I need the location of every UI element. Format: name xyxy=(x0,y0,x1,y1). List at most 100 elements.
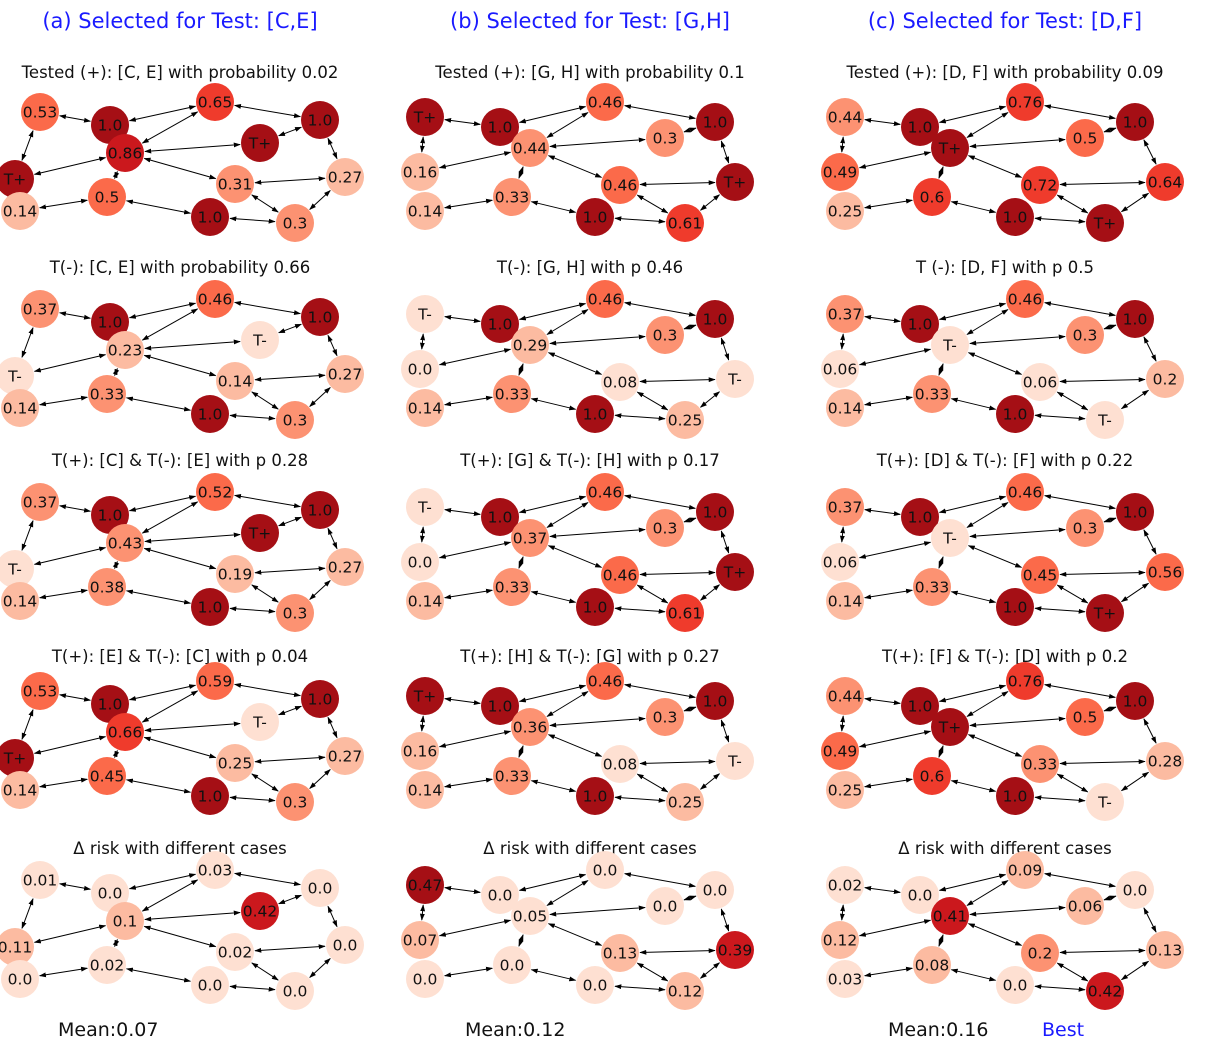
graph-node xyxy=(1066,698,1104,736)
node-label: 1.0 xyxy=(488,119,513,137)
graph-edge xyxy=(614,216,666,224)
node-label: 0.14 xyxy=(408,203,443,221)
graph-node xyxy=(88,946,126,984)
node-label: 1.0 xyxy=(703,114,728,132)
graph-edge xyxy=(966,691,1009,717)
graph-node xyxy=(666,204,704,242)
graph-node xyxy=(826,192,864,230)
graph-edge xyxy=(614,413,666,421)
graph-edge xyxy=(1056,391,1089,411)
graph-node xyxy=(901,687,939,725)
graph-edge xyxy=(967,155,1023,178)
graph-edge xyxy=(438,730,512,748)
node-label: 0.61 xyxy=(668,605,703,623)
graph-edge xyxy=(143,157,217,180)
graph-edge xyxy=(966,112,1009,138)
graph-node xyxy=(326,737,364,775)
graph-node xyxy=(21,290,59,328)
node-label: 0.27 xyxy=(328,366,363,384)
node-label: 0.76 xyxy=(1008,94,1043,112)
mean-label: Mean:0.07 xyxy=(58,1019,158,1041)
graph-edge xyxy=(1034,606,1086,614)
graph-node xyxy=(696,300,734,338)
node-label: 0.5 xyxy=(95,189,120,207)
graph-edge xyxy=(624,494,696,510)
node-label: 1.0 xyxy=(703,693,728,711)
graph-panel: T(+): [C] & T(-): [E] with p 0.28 0.37 1.0… xyxy=(0,451,364,632)
node-label: 0.25 xyxy=(218,755,253,773)
graph-edge xyxy=(530,968,577,982)
node-label: 0.3 xyxy=(653,327,678,345)
graph-edge xyxy=(546,112,589,138)
graph-edge xyxy=(144,721,241,733)
graph-edge xyxy=(546,502,589,528)
node-label: 0.43 xyxy=(108,535,143,553)
graph-edge xyxy=(141,308,199,341)
graph-node xyxy=(696,871,734,909)
graph-edge xyxy=(864,966,913,978)
node-label: 0.0 xyxy=(413,971,438,989)
graph-node xyxy=(511,326,549,364)
graph-node xyxy=(586,473,624,511)
graph-edge xyxy=(141,879,199,912)
graph-node xyxy=(913,757,951,795)
node-label: 0.0 xyxy=(488,887,513,905)
graph-edge xyxy=(234,683,301,697)
node-label: 0.06 xyxy=(823,361,858,379)
node-label: 0.5 xyxy=(1073,130,1098,148)
panel-title: Tested (+): [D, F] with probability 0.09 xyxy=(846,63,1164,82)
node-label: 0.46 xyxy=(198,291,233,309)
graph-edge xyxy=(327,137,338,160)
node-label: 1.0 xyxy=(308,112,333,130)
graph-edge xyxy=(229,795,276,803)
graph-node xyxy=(406,295,444,333)
panel-title: T(+): [G] & T(-): [H] with p 0.17 xyxy=(459,451,720,470)
graph-node xyxy=(481,687,519,725)
node-label: 1.0 xyxy=(98,314,123,332)
graph-node xyxy=(0,739,34,777)
node-label: 0.25 xyxy=(828,782,863,800)
node-label: T+ xyxy=(1093,605,1116,623)
node-label: 0.05 xyxy=(513,908,548,926)
node-label: 0.0 xyxy=(653,898,678,916)
graph-edge xyxy=(858,919,932,937)
graph-edge xyxy=(699,962,721,979)
node-label: 0.37 xyxy=(828,306,863,324)
graph-edge xyxy=(518,166,524,179)
node-label: 0.45 xyxy=(90,768,125,786)
graph-edge xyxy=(950,779,997,793)
graph-edge xyxy=(636,391,669,411)
node-label: T+ xyxy=(938,140,961,158)
node-label: T+ xyxy=(3,750,26,768)
node-label: 0.0 xyxy=(500,957,525,975)
graph-edge xyxy=(112,367,120,377)
node-label: 0.06 xyxy=(823,554,858,572)
node-label: 0.2 xyxy=(1028,945,1053,963)
graph-edge xyxy=(967,923,1023,946)
graph-edge xyxy=(278,894,302,905)
graph-edge xyxy=(125,396,192,412)
node-label: 0.14 xyxy=(3,203,38,221)
graph-node xyxy=(511,519,549,557)
graph-node xyxy=(576,198,614,236)
graph-node xyxy=(601,556,639,594)
graph-node xyxy=(216,362,254,400)
graph-edge xyxy=(839,904,846,921)
graph-node xyxy=(406,192,444,230)
node-label: 0.12 xyxy=(668,983,703,1001)
node-label: 0.13 xyxy=(1148,942,1183,960)
graph-node xyxy=(1,771,39,809)
node-label: T- xyxy=(7,368,22,386)
graph-edge xyxy=(1059,570,1146,577)
graph-edge xyxy=(864,588,913,600)
graph-edge xyxy=(950,590,997,604)
graph-edge xyxy=(1103,895,1117,901)
node-label: 0.36 xyxy=(513,719,548,737)
graph-edge xyxy=(624,683,696,699)
node-label: 0.5 xyxy=(1073,709,1098,727)
graph-node xyxy=(216,933,254,971)
graph-edge xyxy=(720,719,730,743)
graph-edge xyxy=(251,962,279,981)
node-label: 0.72 xyxy=(1023,177,1058,195)
graph-edge xyxy=(720,337,730,361)
